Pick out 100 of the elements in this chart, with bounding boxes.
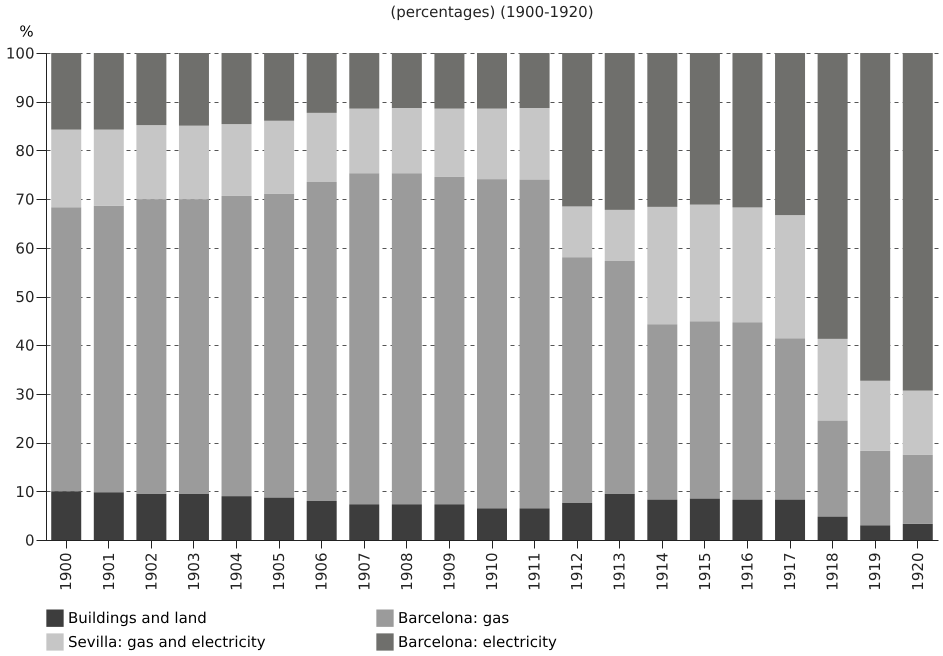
bar: [264, 53, 294, 121]
bar: [902, 53, 933, 390]
bar: [264, 194, 294, 498]
legend-label: Buildings and land: [68, 609, 207, 628]
bar: [94, 53, 124, 130]
bar: [604, 260, 635, 494]
bar: [732, 500, 762, 540]
x-tick-label: 1908: [398, 552, 416, 591]
bar: [136, 125, 166, 200]
bar: [775, 53, 806, 216]
x-tick-label: 1912: [568, 552, 586, 591]
bar: [562, 502, 592, 540]
x-tick-label: 1914: [653, 552, 672, 591]
bar: [818, 516, 848, 540]
bar: [690, 321, 720, 499]
x-tick-label: 1913: [610, 552, 629, 591]
bar: [349, 173, 380, 504]
bar: [94, 206, 124, 492]
bar: [860, 380, 890, 451]
bar: [604, 53, 635, 210]
bar: [264, 498, 294, 540]
legend-label: Barcelona: gas: [398, 609, 510, 628]
bar: [349, 108, 380, 174]
bar: [818, 53, 848, 339]
y-tick-label: 20: [15, 434, 34, 452]
bar: [94, 129, 124, 206]
bar: [178, 53, 209, 126]
bar: [306, 182, 337, 502]
bar: [775, 338, 806, 500]
bar: [94, 492, 124, 540]
x-tick-label: 1903: [184, 552, 203, 591]
x-tick-label: 1900: [57, 552, 76, 591]
y-tick-label: 100: [6, 44, 34, 62]
bar: [392, 504, 422, 540]
bar: [349, 504, 380, 540]
legend-label: Sevilla: gas and electricity: [68, 633, 266, 651]
bar: [520, 180, 550, 508]
bar: [264, 120, 294, 194]
bar: [222, 53, 252, 124]
y-tick-label: 90: [15, 93, 34, 112]
bar: [902, 524, 933, 540]
bar: [136, 199, 166, 494]
bar: [178, 199, 209, 494]
legend-label: Barcelona: electricity: [398, 633, 558, 651]
y-tick-label: 50: [15, 288, 34, 306]
bar: [690, 498, 720, 540]
bar: [477, 53, 507, 109]
bar: [562, 53, 592, 206]
y-tick-label: 30: [15, 385, 34, 404]
bar: [51, 53, 82, 130]
bar: [222, 496, 252, 540]
x-tick-label: 1911: [526, 552, 544, 591]
bar: [136, 494, 166, 540]
bar: [690, 204, 720, 322]
bar: [775, 215, 806, 338]
y-tick-label: 70: [15, 190, 34, 209]
bar: [520, 108, 550, 180]
x-tick-label: 1906: [312, 552, 331, 591]
bar: [136, 53, 166, 126]
bar: [647, 500, 678, 540]
x-tick-label: 1915: [696, 552, 714, 591]
x-tick-label: 1916: [738, 552, 756, 591]
bar: [477, 108, 507, 180]
bar: [51, 491, 82, 540]
y-axis-title: %: [19, 22, 34, 40]
bar: [860, 53, 890, 381]
bar: [434, 53, 464, 109]
y-tick-label: 60: [15, 239, 34, 258]
chart-title: (percentages) (1900-1920): [390, 3, 594, 21]
x-tick-label: 1918: [824, 552, 842, 591]
bar: [562, 206, 592, 258]
bar: [818, 420, 848, 517]
bar: [732, 53, 762, 208]
y-tick-label: 80: [15, 142, 34, 160]
bar: [178, 494, 209, 540]
bar: [434, 504, 464, 540]
bar: [562, 258, 592, 503]
bar: [604, 494, 635, 540]
bar: [434, 108, 464, 177]
bar: [902, 390, 933, 455]
bar: [222, 196, 252, 496]
bar: [178, 126, 209, 200]
bar: [690, 53, 720, 204]
bar: [732, 207, 762, 322]
y-tick-label: 0: [24, 532, 34, 550]
bar: [647, 324, 678, 500]
bar: [520, 508, 550, 540]
x-tick-label: 1901: [100, 552, 118, 591]
bar: [647, 53, 678, 207]
x-tick-label: 1902: [142, 552, 160, 591]
bar: [222, 124, 252, 196]
bar: [392, 173, 422, 504]
x-tick-label: 1907: [355, 552, 374, 591]
x-tick-label: 1909: [440, 552, 458, 591]
bar: [434, 176, 464, 504]
bar: [860, 525, 890, 540]
x-tick-label: 1919: [866, 552, 884, 591]
bar: [349, 53, 380, 109]
bar: [520, 53, 550, 108]
bar: [477, 508, 507, 540]
